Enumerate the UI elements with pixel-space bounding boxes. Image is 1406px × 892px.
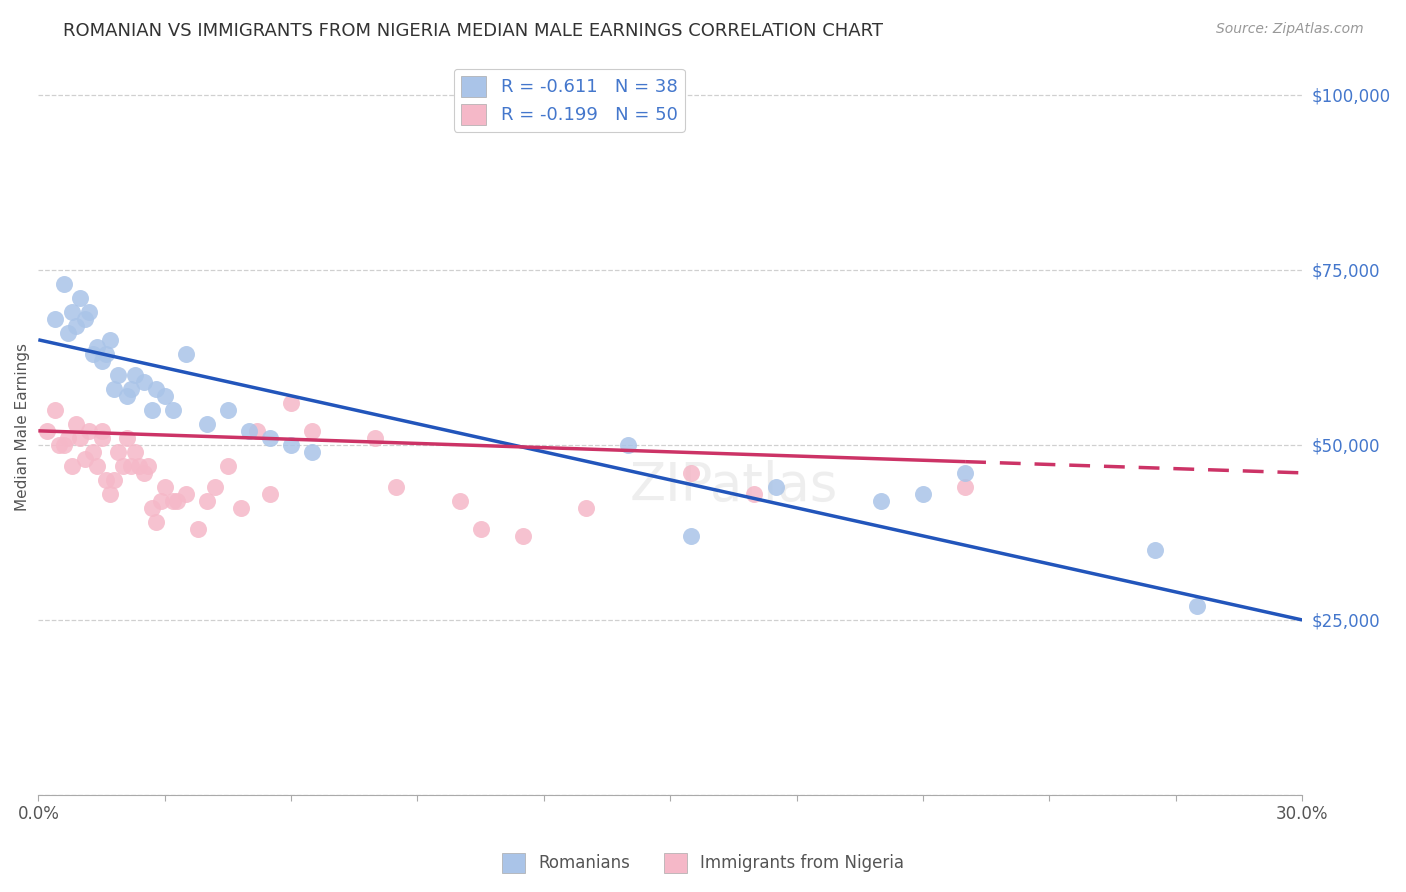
Point xyxy=(187,522,209,536)
Point xyxy=(229,500,252,515)
Point xyxy=(94,347,117,361)
Point xyxy=(744,487,766,501)
Point xyxy=(132,375,155,389)
Point xyxy=(65,318,87,333)
Point xyxy=(765,480,787,494)
Point xyxy=(48,438,70,452)
Point xyxy=(204,480,226,494)
Point xyxy=(120,382,142,396)
Point xyxy=(124,445,146,459)
Point xyxy=(60,458,83,473)
Point xyxy=(69,291,91,305)
Point xyxy=(364,431,387,445)
Point xyxy=(35,424,58,438)
Point xyxy=(217,402,239,417)
Point xyxy=(103,382,125,396)
Point xyxy=(617,438,640,452)
Point xyxy=(115,389,138,403)
Point xyxy=(124,368,146,382)
Point xyxy=(128,458,150,473)
Point xyxy=(174,347,197,361)
Y-axis label: Median Male Earnings: Median Male Earnings xyxy=(15,343,30,511)
Point xyxy=(73,311,96,326)
Point xyxy=(103,473,125,487)
Text: ZIPatlas: ZIPatlas xyxy=(630,460,838,512)
Point xyxy=(259,431,281,445)
Point xyxy=(153,389,176,403)
Point xyxy=(82,445,104,459)
Point xyxy=(132,466,155,480)
Point xyxy=(246,424,269,438)
Point xyxy=(69,431,91,445)
Point xyxy=(195,494,218,508)
Point xyxy=(238,424,260,438)
Point xyxy=(107,368,129,382)
Point xyxy=(259,487,281,501)
Point xyxy=(162,402,184,417)
Point xyxy=(575,500,598,515)
Point xyxy=(470,522,492,536)
Point xyxy=(56,431,79,445)
Point xyxy=(153,480,176,494)
Point xyxy=(77,424,100,438)
Point xyxy=(911,487,934,501)
Point xyxy=(44,311,66,326)
Point xyxy=(98,487,121,501)
Point xyxy=(301,445,323,459)
Point xyxy=(136,458,159,473)
Point xyxy=(870,494,893,508)
Point xyxy=(60,305,83,319)
Point xyxy=(107,445,129,459)
Point xyxy=(1185,599,1208,613)
Point xyxy=(52,438,75,452)
Point xyxy=(141,500,163,515)
Text: ROMANIAN VS IMMIGRANTS FROM NIGERIA MEDIAN MALE EARNINGS CORRELATION CHART: ROMANIAN VS IMMIGRANTS FROM NIGERIA MEDI… xyxy=(63,22,883,40)
Point xyxy=(195,417,218,431)
Point xyxy=(953,466,976,480)
Legend: Romanians, Immigrants from Nigeria: Romanians, Immigrants from Nigeria xyxy=(495,847,911,880)
Point xyxy=(115,431,138,445)
Point xyxy=(953,480,976,494)
Point xyxy=(86,340,108,354)
Point xyxy=(65,417,87,431)
Point xyxy=(94,473,117,487)
Point xyxy=(1143,542,1166,557)
Point xyxy=(217,458,239,473)
Point xyxy=(681,529,703,543)
Point xyxy=(301,424,323,438)
Legend: R = -0.611   N = 38, R = -0.199   N = 50: R = -0.611 N = 38, R = -0.199 N = 50 xyxy=(454,69,685,132)
Point xyxy=(162,494,184,508)
Point xyxy=(111,458,134,473)
Point xyxy=(681,466,703,480)
Point xyxy=(280,396,302,410)
Point xyxy=(145,382,167,396)
Point xyxy=(174,487,197,501)
Point xyxy=(449,494,471,508)
Point xyxy=(120,458,142,473)
Point xyxy=(86,458,108,473)
Point xyxy=(82,347,104,361)
Point xyxy=(90,431,112,445)
Point xyxy=(512,529,534,543)
Text: Source: ZipAtlas.com: Source: ZipAtlas.com xyxy=(1216,22,1364,37)
Point xyxy=(90,353,112,368)
Point xyxy=(280,438,302,452)
Point xyxy=(56,326,79,340)
Point xyxy=(166,494,188,508)
Point xyxy=(73,451,96,466)
Point xyxy=(141,402,163,417)
Point xyxy=(52,277,75,291)
Point xyxy=(149,494,172,508)
Point xyxy=(77,305,100,319)
Point xyxy=(145,515,167,529)
Point xyxy=(44,402,66,417)
Point xyxy=(98,333,121,347)
Point xyxy=(90,424,112,438)
Point xyxy=(385,480,408,494)
